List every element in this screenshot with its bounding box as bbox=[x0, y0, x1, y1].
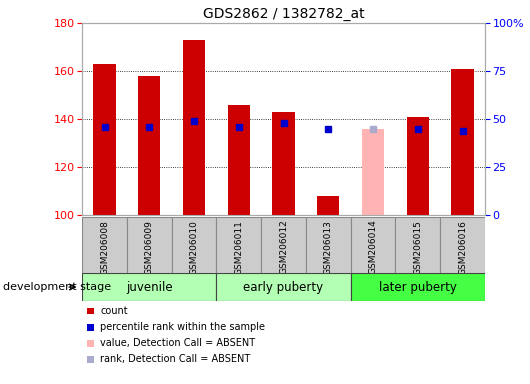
Text: GSM206011: GSM206011 bbox=[234, 220, 243, 275]
Text: juvenile: juvenile bbox=[126, 281, 173, 293]
Bar bbox=[452, 69, 474, 215]
Bar bbox=[127, 217, 172, 273]
Text: GSM206010: GSM206010 bbox=[190, 220, 199, 275]
Bar bbox=[87, 340, 94, 347]
Bar bbox=[351, 273, 485, 301]
Bar bbox=[216, 217, 261, 273]
Text: GSM206016: GSM206016 bbox=[458, 220, 467, 275]
Bar bbox=[82, 273, 216, 301]
Text: early puberty: early puberty bbox=[243, 281, 324, 293]
Bar bbox=[362, 129, 384, 215]
Text: rank, Detection Call = ABSENT: rank, Detection Call = ABSENT bbox=[100, 354, 250, 364]
Bar bbox=[227, 104, 250, 215]
Bar bbox=[138, 76, 161, 215]
Title: GDS2862 / 1382782_at: GDS2862 / 1382782_at bbox=[203, 7, 364, 21]
Bar bbox=[272, 112, 295, 215]
Bar bbox=[261, 217, 306, 273]
Text: GSM206009: GSM206009 bbox=[145, 220, 154, 275]
Text: GSM206015: GSM206015 bbox=[413, 220, 422, 275]
Bar bbox=[351, 217, 395, 273]
Text: development stage: development stage bbox=[3, 282, 111, 292]
Bar bbox=[172, 217, 216, 273]
Text: GSM206013: GSM206013 bbox=[324, 220, 333, 275]
Text: percentile rank within the sample: percentile rank within the sample bbox=[100, 322, 265, 332]
Bar bbox=[87, 324, 94, 331]
Bar bbox=[216, 273, 351, 301]
Bar bbox=[87, 308, 94, 314]
Text: later puberty: later puberty bbox=[379, 281, 457, 293]
Bar bbox=[407, 117, 429, 215]
Text: GSM206014: GSM206014 bbox=[368, 220, 377, 275]
Bar bbox=[306, 217, 351, 273]
Bar bbox=[317, 196, 340, 215]
Bar bbox=[93, 64, 116, 215]
Text: value, Detection Call = ABSENT: value, Detection Call = ABSENT bbox=[100, 338, 255, 348]
Text: GSM206008: GSM206008 bbox=[100, 220, 109, 275]
Bar bbox=[395, 217, 440, 273]
Bar bbox=[82, 217, 127, 273]
Bar bbox=[87, 356, 94, 363]
Text: count: count bbox=[100, 306, 128, 316]
Bar bbox=[440, 217, 485, 273]
Bar bbox=[183, 40, 205, 215]
Text: GSM206012: GSM206012 bbox=[279, 220, 288, 275]
